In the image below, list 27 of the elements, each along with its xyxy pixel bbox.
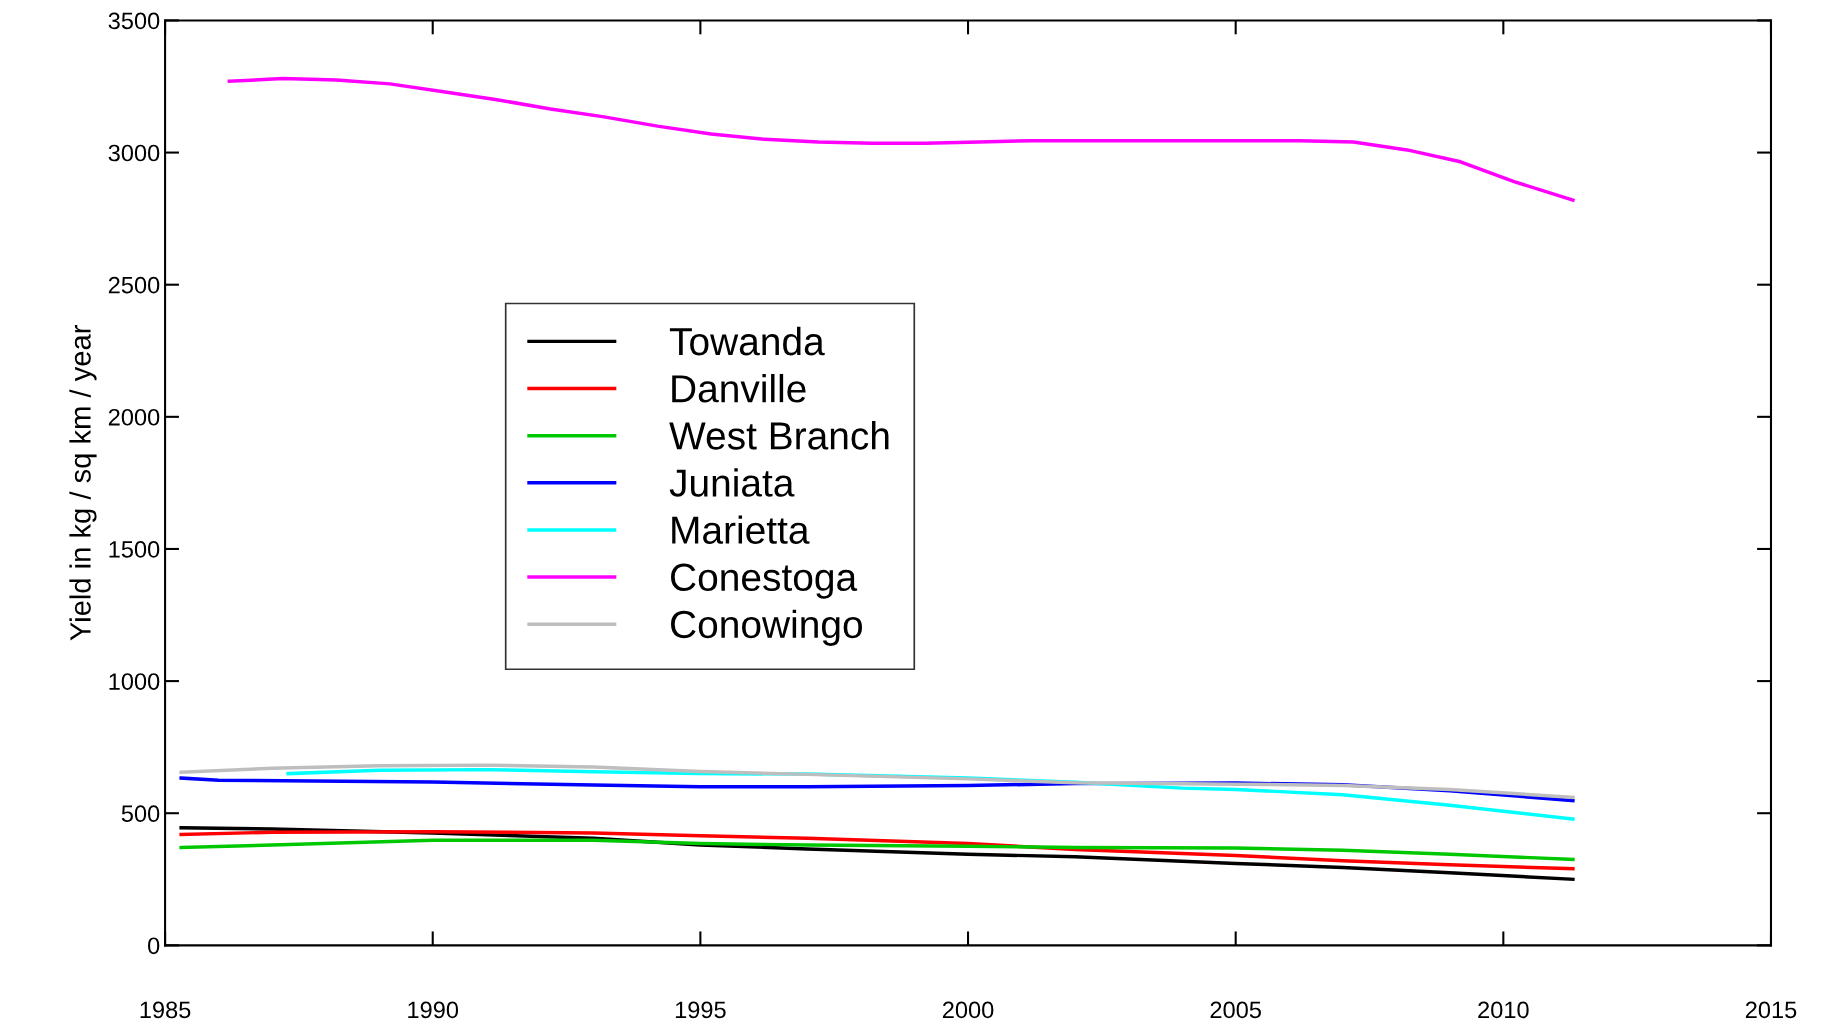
x-tick-label: 2010 (1478, 1001, 1529, 1019)
x-tick-label: 1985 (140, 1001, 191, 1019)
y-tick-label: 0 (148, 937, 160, 955)
legend-label: Danville (672, 373, 806, 403)
y-axis-title: Yield in kg / sq km / year (69, 325, 97, 641)
y-tick-label: 1500 (109, 541, 160, 558)
legend-label: Marietta (672, 515, 810, 544)
x-tick-label: 1995 (675, 1001, 726, 1019)
legend-label: Juniata (669, 468, 795, 497)
legend-label: West Branch (669, 421, 889, 450)
y-tick-label: 1000 (109, 673, 160, 690)
x-tick-label: 2000 (942, 1001, 994, 1019)
legend-label: Conestoga (671, 563, 858, 599)
line-series (179, 763, 1575, 800)
y-tick-label: 3500 (108, 12, 160, 30)
y-tick-label: 500 (121, 805, 160, 823)
x-tick-label: 1990 (408, 1001, 459, 1019)
y-tick-label: 3000 (108, 144, 160, 162)
x-tick-label: 2015 (1745, 1001, 1797, 1019)
legend-label: Towanda (669, 326, 825, 356)
line-series (179, 838, 1575, 862)
x-tick-label: 2005 (1210, 1001, 1261, 1019)
line-series (227, 76, 1575, 202)
y-tick-label: 2000 (108, 408, 160, 426)
line-series (179, 829, 1575, 871)
y-tick-label: 2500 (108, 276, 160, 294)
legend-label: Conowingo (671, 609, 862, 646)
